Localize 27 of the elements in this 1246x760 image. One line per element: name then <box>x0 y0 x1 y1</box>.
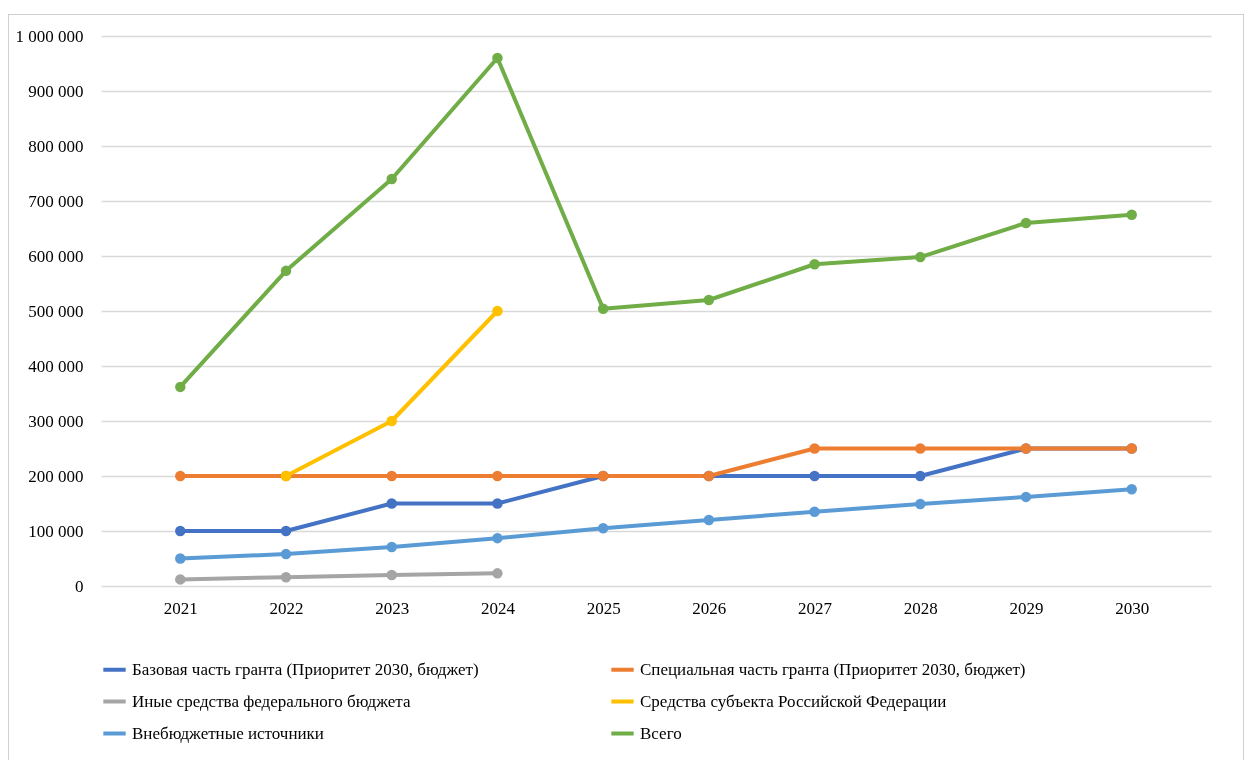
y-tick-label: 100 000 <box>28 521 84 541</box>
y-tick-label: 500 000 <box>28 301 84 321</box>
legend-label: Средства субъекта Российской Федерации <box>640 691 947 711</box>
x-tick-label: 2023 <box>375 598 410 618</box>
legend-label: Иные средства федерального бюджета <box>132 691 411 711</box>
x-tick-label: 2025 <box>586 598 621 618</box>
x-tick-label: 2027 <box>798 598 833 618</box>
legend-label: Внебюджетные источники <box>132 723 324 743</box>
y-tick-label: 900 000 <box>28 81 84 101</box>
y-tick-label: 800 000 <box>28 136 84 156</box>
x-tick-label: 2026 <box>692 598 727 618</box>
y-tick-label: 1 000 000 <box>15 26 84 46</box>
y-tick-label: 200 000 <box>28 466 84 486</box>
x-tick-label: 2030 <box>1115 598 1150 618</box>
x-tick-label: 2021 <box>163 598 198 618</box>
y-tick-label: 300 000 <box>28 411 84 431</box>
y-tick-label: 0 <box>75 576 84 596</box>
y-tick-label: 600 000 <box>28 246 84 266</box>
x-tick-label: 2022 <box>269 598 304 618</box>
x-tick-label: 2028 <box>903 598 938 618</box>
y-tick-label: 700 000 <box>28 191 84 211</box>
legend-label: Базовая часть гранта (Приоритет 2030, бюджет) <box>132 659 479 679</box>
y-tick-label: 400 000 <box>28 356 84 376</box>
legend-label: Всего <box>640 723 682 743</box>
x-tick-label: 2024 <box>480 598 516 618</box>
legend-label: Специальная часть гранта (Приоритет 2030, бюджет) <box>640 659 1026 679</box>
x-tick-label: 2029 <box>1009 598 1044 618</box>
